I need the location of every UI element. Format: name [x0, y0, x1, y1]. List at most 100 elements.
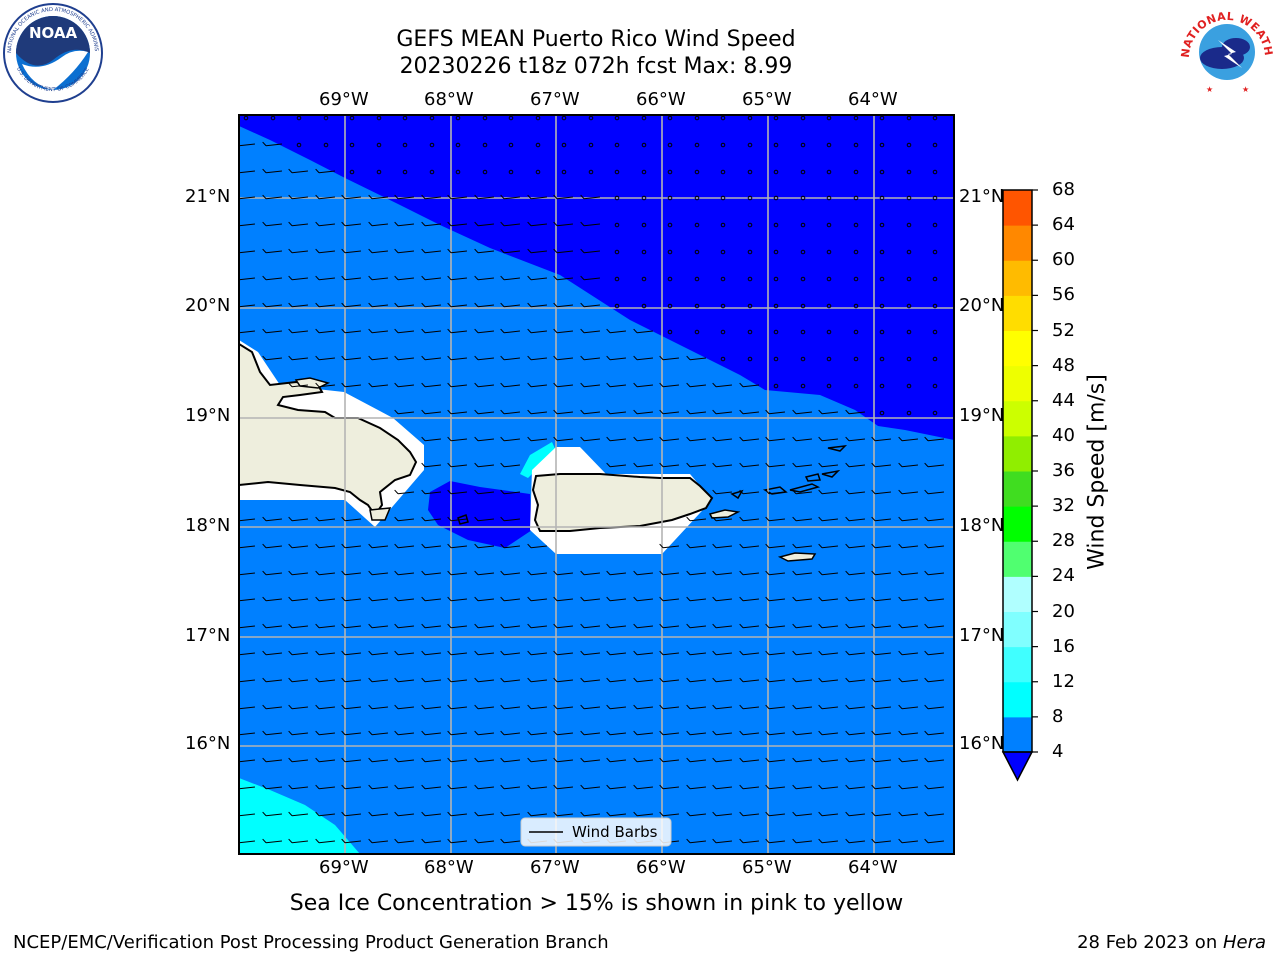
wind-barb [871, 436, 892, 442]
wind-barb-calm [879, 356, 885, 362]
wind-barb [394, 784, 415, 790]
wind-barb [341, 811, 362, 817]
wind-barb [262, 543, 283, 549]
wind-barb-calm [694, 195, 700, 201]
wind-barb [924, 570, 945, 576]
wind-barb [739, 543, 760, 549]
colorbar-label: Wind Speed [m/s] [1084, 374, 1110, 570]
wind-barb-calm [402, 169, 408, 175]
svg-text:★: ★ [1206, 85, 1213, 94]
wind-barb [447, 516, 468, 522]
lon-label-top: 67°W [530, 89, 580, 110]
wind-barb-calm [376, 115, 382, 121]
wind-barb [262, 704, 283, 710]
wind-barb-calm [826, 249, 832, 255]
wind-barb [474, 704, 495, 710]
wind-barb [500, 623, 521, 629]
wind-barb [447, 650, 468, 656]
wind-barb-calm [535, 115, 541, 121]
wind-barb-calm [296, 115, 302, 121]
wind-barb [288, 757, 309, 763]
wind-barb-calm [296, 142, 302, 148]
wind-barb [792, 489, 813, 495]
wind-barb [553, 596, 574, 602]
wind-barb-calm [720, 249, 726, 255]
wind-barb [262, 355, 283, 361]
wind-barb [239, 248, 256, 254]
wind-barb [633, 650, 654, 656]
wind-barb [659, 757, 680, 763]
wind-barb [871, 757, 892, 763]
colorbar-tick-label: 40 [1052, 424, 1075, 446]
wind-barb-calm [826, 383, 832, 389]
wind-barb [580, 596, 601, 602]
wind-barb-calm [694, 169, 700, 175]
wind-barb [553, 757, 574, 763]
wind-barb-calm [614, 249, 620, 255]
wind-barb [527, 784, 548, 790]
wind-barb [580, 275, 601, 281]
wind-barb [553, 730, 574, 736]
wind-barb [553, 677, 574, 683]
wind-barb-calm [906, 383, 912, 389]
wind-barb [712, 409, 733, 415]
wind-barb [792, 704, 813, 710]
wind-barb [288, 623, 309, 629]
wind-barb-calm [614, 195, 620, 201]
wind-barb [739, 838, 760, 844]
wind-barb [315, 543, 336, 549]
colorbar-segment [1003, 295, 1032, 331]
colorbar-tick-label: 56 [1052, 284, 1075, 306]
colorbar-tick-label: 64 [1052, 214, 1075, 236]
wind-barb [606, 462, 627, 468]
wind-barb-calm [667, 303, 673, 309]
wind-barb-calm [773, 329, 779, 335]
wind-barb-calm [826, 356, 832, 362]
lon-label-bottom: 65°W [742, 857, 792, 878]
wind-barb-calm [800, 169, 806, 175]
wind-barb [474, 623, 495, 629]
wind-barb [474, 221, 495, 227]
wind-barb [421, 838, 442, 844]
wind-barb-calm [879, 222, 885, 228]
wind-barb [633, 784, 654, 790]
wind-barb [686, 516, 707, 522]
wind-barb [659, 811, 680, 817]
wind-barb [394, 704, 415, 710]
colorbar-tick-label: 4 [1052, 741, 1064, 762]
wind-barb [792, 757, 813, 763]
colorbar-tick-label: 44 [1052, 389, 1075, 411]
wind-barb [262, 811, 283, 817]
wind-barb [818, 784, 839, 790]
wind-barb [447, 543, 468, 549]
wind-barb [871, 704, 892, 710]
wind-barb [315, 248, 336, 254]
wind-barb-calm [349, 169, 355, 175]
wind-barb [527, 328, 548, 334]
lon-label-top: 64°W [848, 89, 898, 110]
wind-barb [527, 221, 548, 227]
wind-barb [368, 677, 389, 683]
wind-barb [394, 248, 415, 254]
wind-barb [553, 650, 574, 656]
wind-barb-calm [747, 195, 753, 201]
wind-barb [474, 650, 495, 656]
wind-barb-calm [853, 169, 859, 175]
wind-barb-calm [879, 276, 885, 282]
wind-barb-calm [800, 303, 806, 309]
wind-barb [765, 596, 786, 602]
wind-barb-calm [508, 142, 514, 148]
wind-barb [686, 677, 707, 683]
colorbar-segment [1003, 611, 1032, 648]
nws-logo: NATIONAL WEATHER SERVICE ★ ★ [1176, 2, 1275, 100]
wind-barb-calm [667, 169, 673, 175]
wind-barb-calm [826, 142, 832, 148]
wind-barb [341, 730, 362, 736]
wind-barb-calm [455, 142, 461, 148]
wind-barb [421, 409, 442, 415]
wind-barb [239, 757, 256, 763]
wind-barb [845, 570, 866, 576]
wind-barb [262, 677, 283, 683]
wind-barb [288, 650, 309, 656]
wind-barb [341, 543, 362, 549]
